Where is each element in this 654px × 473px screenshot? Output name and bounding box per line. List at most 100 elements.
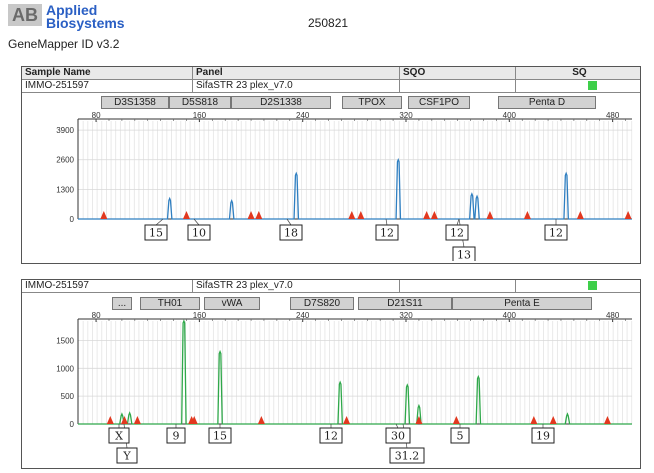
sample-row: IMMO-251597 SifaSTR 23 plex_v7.0 bbox=[22, 80, 640, 93]
y-tick-label: 1500 bbox=[56, 336, 74, 345]
sizing-marker bbox=[247, 211, 255, 219]
panel-name: SifaSTR 23 plex_v7.0 bbox=[193, 80, 400, 92]
x-tick-label: 240 bbox=[296, 311, 310, 320]
allele-call-label: 15 bbox=[149, 227, 163, 240]
marker-d7s820[interactable]: D7S820 bbox=[290, 297, 354, 310]
marker-penta-d[interactable]: Penta D bbox=[498, 96, 596, 109]
sizing-marker bbox=[182, 211, 190, 219]
allele-call-box[interactable] bbox=[144, 224, 168, 241]
allele-call-label: 18 bbox=[284, 227, 298, 240]
marker-more[interactable]: ... bbox=[112, 297, 132, 310]
sq-status-indicator bbox=[588, 81, 597, 90]
col-panel: Panel bbox=[193, 67, 400, 79]
allele-call-label: X bbox=[115, 430, 123, 443]
x-tick-label: 320 bbox=[399, 111, 413, 120]
sizing-marker bbox=[255, 211, 263, 219]
sizing-marker bbox=[357, 211, 365, 219]
signal-trace bbox=[78, 319, 632, 425]
sizing-marker bbox=[100, 211, 108, 219]
allele-call-label: 30 bbox=[391, 430, 405, 443]
allele-call-box[interactable] bbox=[279, 224, 303, 241]
allele-leader bbox=[456, 218, 460, 226]
allele-call-box[interactable] bbox=[385, 427, 411, 444]
marker-th01[interactable]: TH01 bbox=[140, 297, 200, 310]
y-tick-label: 1000 bbox=[56, 364, 74, 373]
col-sq: SQ bbox=[572, 67, 587, 78]
x-tick-label: 160 bbox=[193, 111, 207, 120]
allele-leader bbox=[155, 218, 164, 226]
allele-call-box[interactable] bbox=[544, 224, 568, 241]
allele-call-label: 19 bbox=[536, 430, 550, 443]
x-tick-label: 400 bbox=[503, 311, 517, 320]
allele-call-box[interactable] bbox=[166, 427, 186, 444]
allele-call-box[interactable] bbox=[187, 224, 211, 241]
ab-logo-mark: AB bbox=[8, 4, 42, 26]
brand-name: Applied Biosystems bbox=[46, 3, 125, 31]
electropherogram-plot-1: 3900 2600 1300 0 80 160 240 320 400 480 15 10 18 12 12… bbox=[56, 111, 633, 261]
x-tick-label: 80 bbox=[92, 111, 101, 120]
sizing-marker bbox=[523, 211, 531, 219]
marker-csf1po[interactable]: CSF1PO bbox=[408, 96, 470, 109]
x-tick-label: 400 bbox=[503, 111, 517, 120]
x-tick-label: 240 bbox=[296, 111, 310, 120]
sqo-value bbox=[400, 80, 516, 92]
allele-leader bbox=[193, 218, 200, 226]
allele-call-box[interactable] bbox=[445, 224, 469, 241]
x-tick-label: 480 bbox=[606, 111, 620, 120]
y-tick-label: 2600 bbox=[56, 156, 74, 165]
allele-call-box[interactable] bbox=[531, 427, 555, 444]
allele-call-box[interactable] bbox=[116, 447, 138, 464]
allele-call-label: 10 bbox=[192, 227, 206, 240]
sizing-marker bbox=[415, 416, 423, 424]
allele-call-box[interactable] bbox=[108, 427, 130, 444]
sample-row: IMMO-251597 SifaSTR 23 plex_v7.0 bbox=[22, 280, 640, 293]
allele-leader bbox=[385, 218, 388, 226]
sizing-marker bbox=[486, 211, 494, 219]
allele-call-box[interactable] bbox=[452, 246, 476, 261]
marker-d3s1358[interactable]: D3S1358 bbox=[101, 96, 169, 109]
electropherogram-panel-1: Sample Name Panel SQO SQ IMMO-251597 Sif… bbox=[21, 66, 641, 264]
allele-call-box[interactable] bbox=[319, 427, 343, 444]
allele-call-box[interactable] bbox=[450, 427, 470, 444]
panel-name: SifaSTR 23 plex_v7.0 bbox=[193, 280, 400, 292]
software-version: GeneMapper ID v3.2 bbox=[8, 37, 120, 51]
sizing-marker bbox=[603, 416, 611, 424]
sizing-marker bbox=[549, 416, 557, 424]
sizing-marker bbox=[430, 211, 438, 219]
allele-call-box[interactable] bbox=[375, 224, 399, 241]
marker-d5s818[interactable]: D5S818 bbox=[169, 96, 231, 109]
x-tick-label: 480 bbox=[606, 311, 620, 320]
sqo-value bbox=[400, 280, 516, 292]
marker-penta-e[interactable]: Penta E bbox=[452, 297, 592, 310]
allele-call-label: 9 bbox=[173, 430, 180, 443]
marker-d2s1338[interactable]: D2S1338 bbox=[231, 96, 331, 109]
sizing-marker bbox=[576, 211, 584, 219]
allele-call-box[interactable] bbox=[208, 427, 232, 444]
sq-status-indicator bbox=[588, 281, 597, 290]
brand-line-2: Biosystems bbox=[46, 15, 125, 31]
sizing-marker bbox=[257, 416, 265, 424]
y-tick-label: 1300 bbox=[56, 185, 74, 194]
marker-tpox[interactable]: TPOX bbox=[342, 96, 402, 109]
allele-call-label: 12 bbox=[324, 430, 338, 443]
sizing-marker bbox=[530, 416, 538, 424]
allele-call-label: 5 bbox=[457, 430, 464, 443]
marker-d21s11[interactable]: D21S11 bbox=[358, 297, 452, 310]
allele-call-box[interactable] bbox=[389, 447, 425, 464]
marker-vwa[interactable]: vWA bbox=[204, 297, 260, 310]
x-tick-label: 80 bbox=[92, 311, 101, 320]
allele-call-label: Y bbox=[122, 450, 131, 463]
sizing-marker bbox=[120, 416, 128, 424]
allele-call-label: 12 bbox=[450, 227, 464, 240]
sq-value bbox=[516, 80, 640, 92]
allele-call-label: 12 bbox=[380, 227, 394, 240]
sizing-marker bbox=[423, 211, 431, 219]
y-tick-label: 0 bbox=[70, 215, 75, 224]
allele-call-label: 15 bbox=[213, 430, 227, 443]
sizing-marker bbox=[106, 416, 114, 424]
col-sample-name: Sample Name bbox=[22, 67, 193, 79]
sizing-marker bbox=[624, 211, 632, 219]
sizing-marker bbox=[133, 416, 141, 424]
table-header-row: Sample Name Panel SQO SQ bbox=[22, 67, 640, 80]
sizing-marker bbox=[452, 416, 460, 424]
